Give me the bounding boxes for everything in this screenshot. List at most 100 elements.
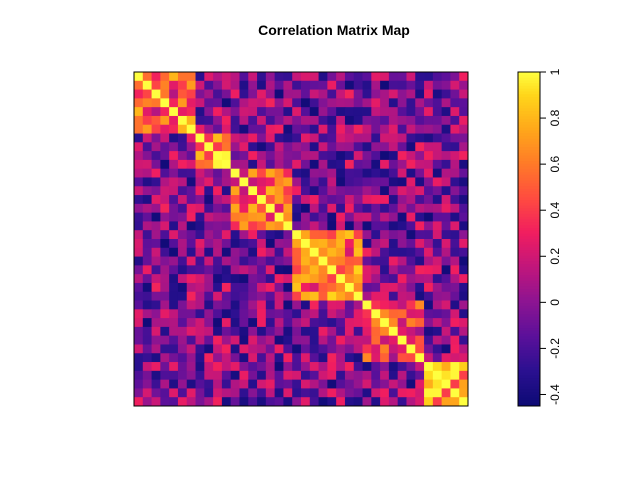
heatmap-cell (353, 291, 363, 301)
heatmap-cell (380, 309, 390, 319)
heatmap-cell (318, 221, 328, 231)
heatmap-cell (186, 291, 196, 301)
heatmap-cell (221, 98, 232, 108)
heatmap-cell (432, 265, 443, 275)
heatmap-cell (424, 98, 434, 108)
heatmap-cell (362, 151, 372, 161)
heatmap-cell (336, 89, 346, 99)
heatmap-cell (362, 370, 372, 381)
heatmap-cell (318, 212, 328, 222)
heatmap-cell (327, 256, 337, 266)
heatmap-cell (177, 370, 188, 381)
heatmap-cell (195, 239, 205, 249)
heatmap-cell (353, 247, 363, 257)
colorbar-segment (518, 403, 540, 407)
heatmap-cell (450, 344, 460, 354)
heatmap-cell (142, 388, 152, 398)
heatmap-cell (432, 247, 443, 257)
heatmap-cell (160, 362, 170, 372)
heatmap-cell (406, 388, 416, 398)
heatmap-cell (151, 291, 161, 301)
heatmap-cell (388, 300, 399, 310)
heatmap-cell (344, 353, 355, 363)
heatmap-cell (441, 159, 451, 170)
heatmap-cell (265, 115, 276, 126)
heatmap-cell (318, 195, 328, 205)
heatmap-cell (230, 133, 240, 143)
heatmap-cell (415, 168, 425, 178)
heatmap-cell (336, 274, 346, 284)
heatmap-cell (362, 124, 372, 134)
heatmap-cell (371, 151, 381, 161)
heatmap-cell (309, 335, 319, 345)
heatmap-cell (388, 247, 399, 257)
heatmap-cell (432, 89, 443, 99)
heatmap-cell (371, 186, 381, 196)
heatmap-cell (459, 265, 469, 275)
heatmap-cell (195, 212, 205, 222)
heatmap-cell (459, 203, 469, 214)
heatmap-cell (292, 230, 302, 240)
colorbar-segment (518, 149, 540, 154)
heatmap-cell (283, 397, 293, 407)
heatmap-cell (186, 397, 196, 407)
heatmap-cell (213, 98, 223, 108)
heatmap-cell (388, 318, 399, 328)
heatmap-cell (213, 89, 223, 99)
heatmap-cell (353, 142, 363, 152)
colorbar-segment (518, 155, 540, 159)
heatmap-cell (450, 186, 460, 196)
heatmap-cell (257, 115, 267, 126)
heatmap-cell (441, 291, 451, 301)
heatmap-cell (397, 256, 407, 266)
heatmap-cell (248, 344, 258, 354)
heatmap-cell (292, 151, 302, 161)
heatmap-cell (415, 115, 425, 126)
heatmap-cell (353, 177, 363, 187)
heatmap-cell (204, 186, 214, 196)
heatmap-cell (151, 230, 161, 240)
heatmap-cell (221, 107, 232, 117)
heatmap-cell (424, 142, 434, 152)
heatmap-cell (186, 362, 196, 372)
colorbar-segment (518, 261, 540, 265)
heatmap-cell (177, 107, 188, 117)
heatmap-cell (344, 344, 355, 354)
heatmap-cell (459, 370, 469, 381)
heatmap-cell (441, 247, 451, 257)
heatmap-cell (336, 397, 346, 407)
heatmap-cell (397, 379, 407, 389)
heatmap-cell (353, 72, 363, 82)
heatmap-cell (248, 72, 258, 82)
heatmap-cell (301, 362, 311, 372)
heatmap-cell (362, 335, 372, 345)
heatmap-cell (151, 124, 161, 134)
heatmap-cell (257, 370, 267, 381)
heatmap-cell (344, 291, 355, 301)
heatmap-cell (450, 291, 460, 301)
heatmap-cell (432, 370, 443, 381)
heatmap-cell (169, 344, 179, 354)
heatmap-cell (230, 239, 240, 249)
heatmap-cell (265, 107, 276, 117)
heatmap-cell (450, 335, 460, 345)
heatmap-cell (204, 221, 214, 231)
heatmap-cell (213, 151, 223, 161)
heatmap-cell (406, 115, 416, 126)
heatmap-cell (274, 212, 284, 222)
heatmap-cell (309, 256, 319, 266)
heatmap-cell (221, 89, 232, 99)
heatmap-cell (344, 230, 355, 240)
heatmap-cell (336, 195, 346, 205)
heatmap-cell (441, 107, 451, 117)
heatmap-cell (248, 186, 258, 196)
heatmap-cell (459, 300, 469, 310)
heatmap-cell (134, 151, 144, 161)
heatmap-cell (327, 335, 337, 345)
heatmap-cell (450, 221, 460, 231)
heatmap-cell (160, 265, 170, 275)
heatmap-cell (239, 159, 249, 170)
heatmap-cell (344, 362, 355, 372)
heatmap-cell (459, 344, 469, 354)
heatmap-cell (257, 362, 267, 372)
